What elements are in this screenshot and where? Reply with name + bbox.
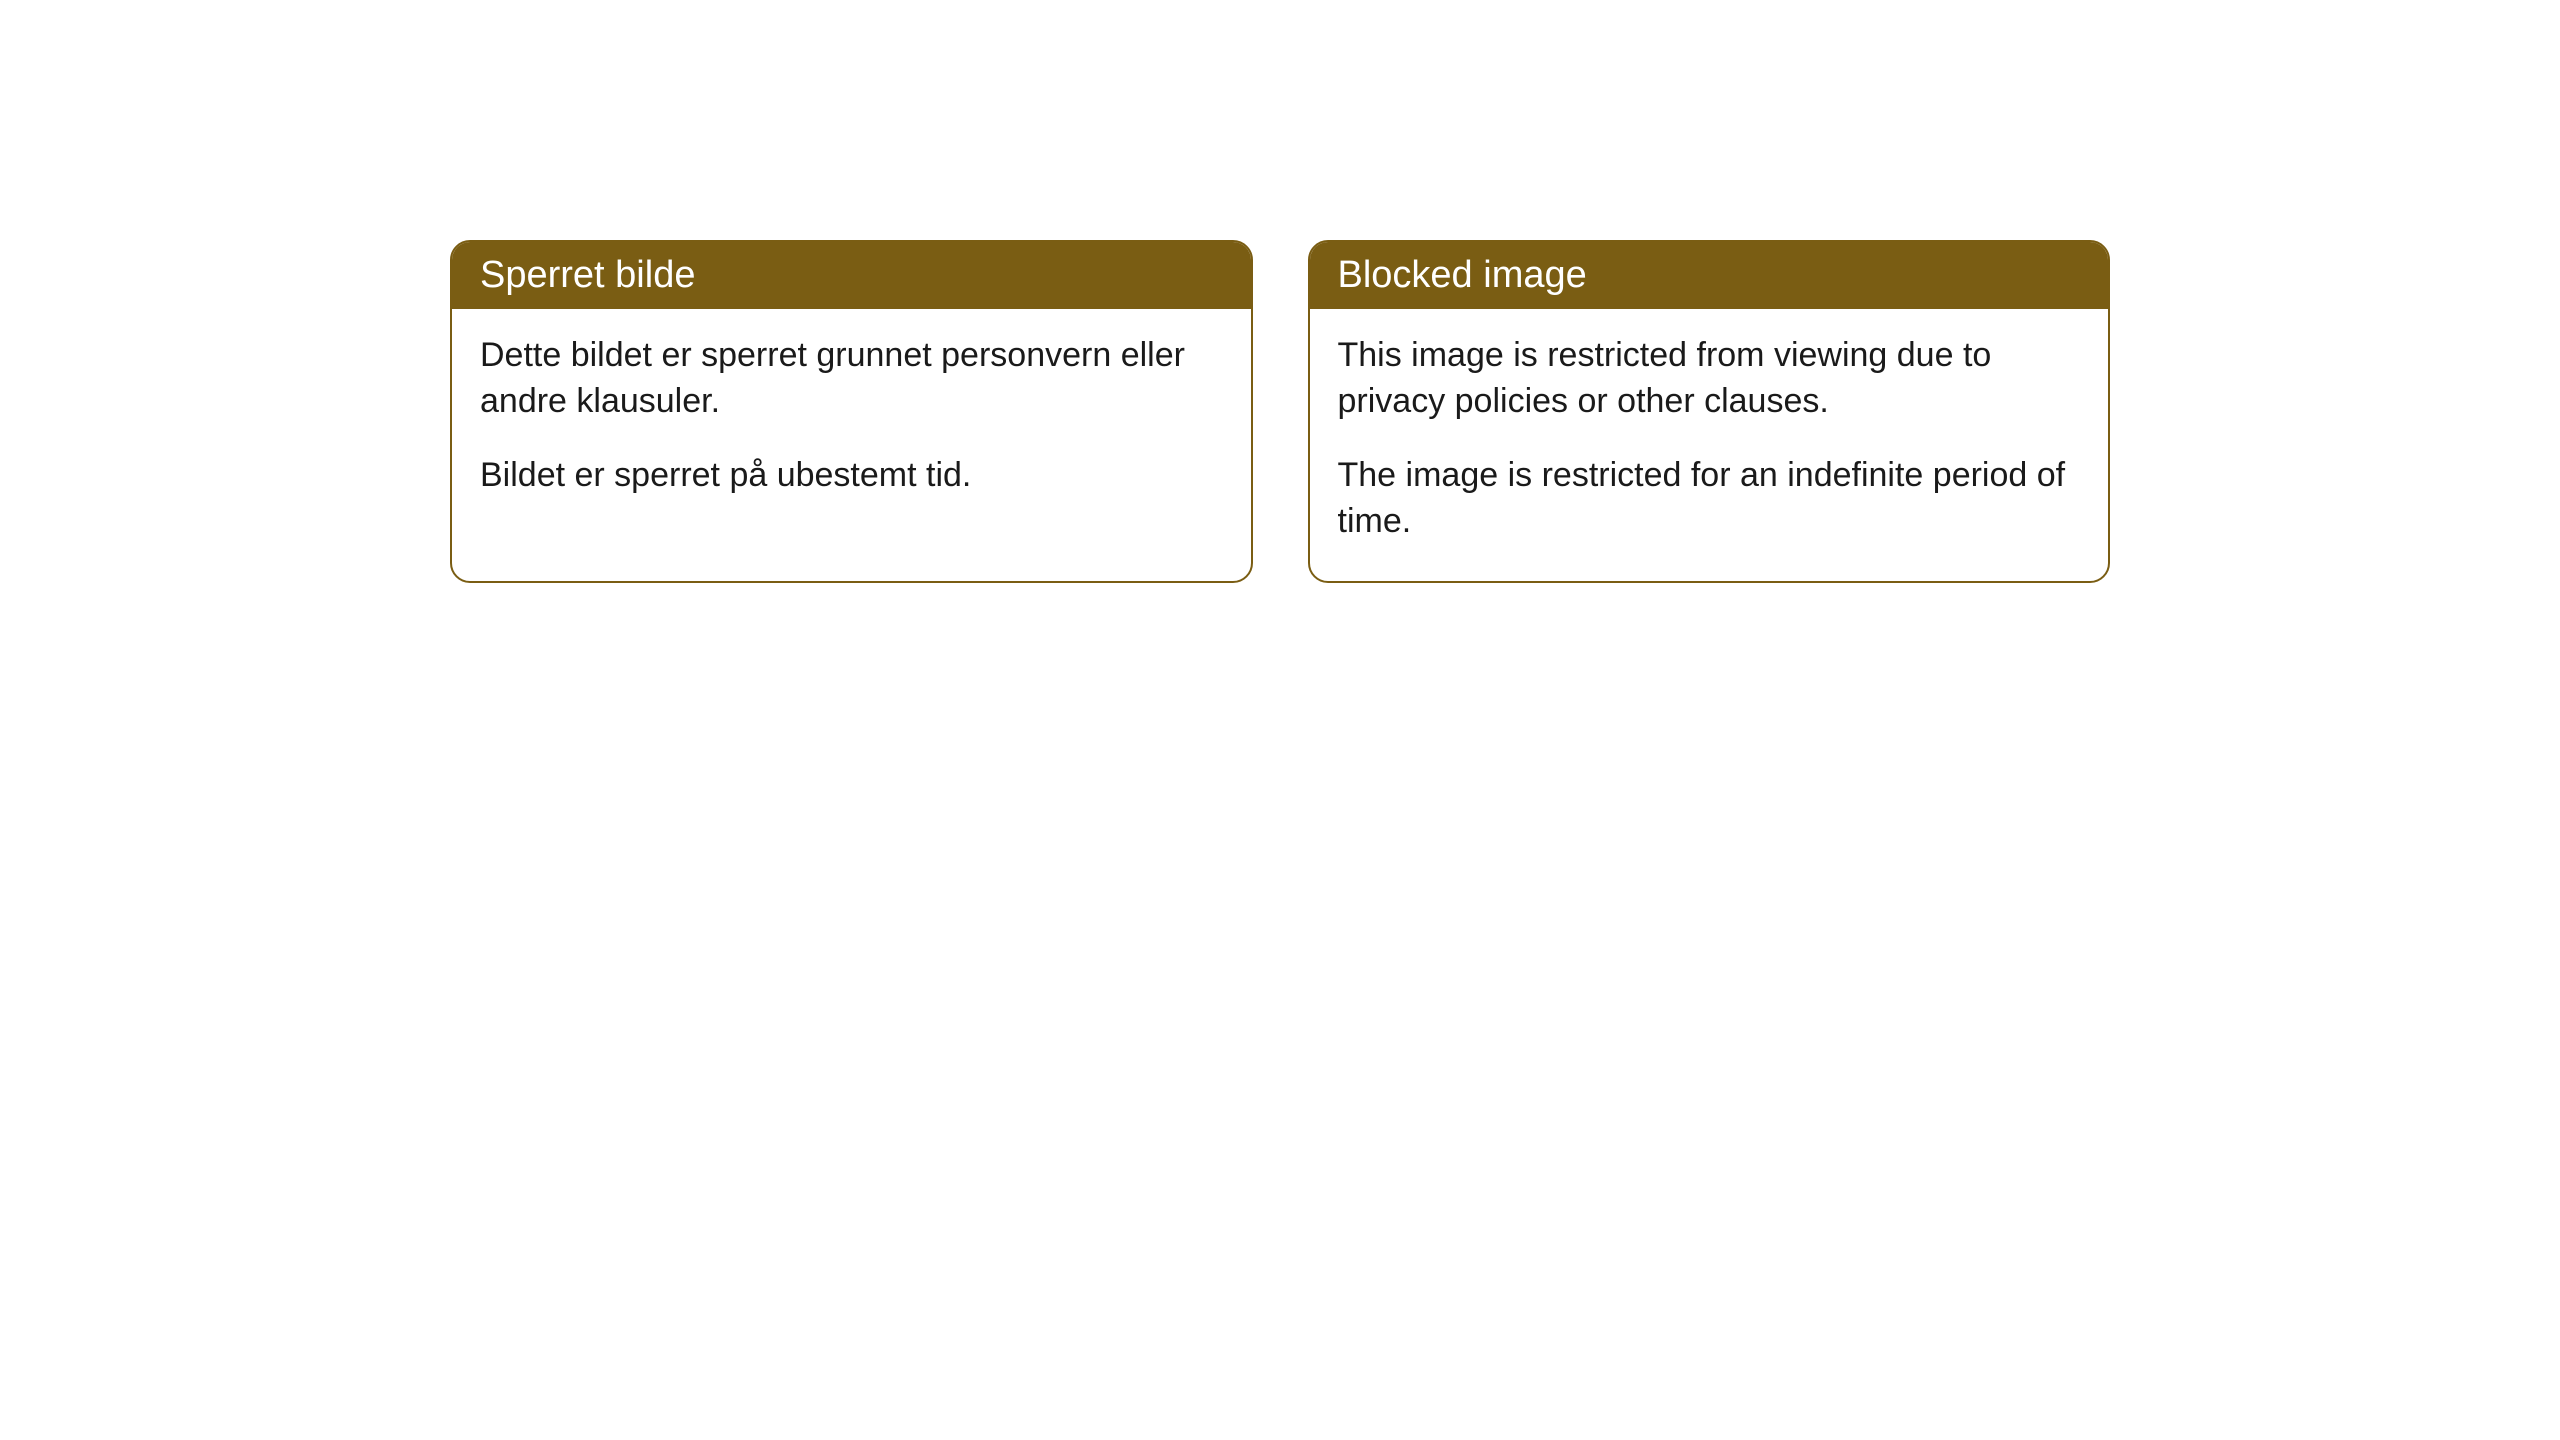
card-title: Sperret bilde [480, 254, 695, 296]
card-paragraph-2: Bildet er sperret på ubestemt tid. [480, 453, 1223, 499]
card-body-norwegian: Dette bildet er sperret grunnet personve… [452, 309, 1251, 535]
card-paragraph-2: The image is restricted for an indefinit… [1338, 453, 2081, 545]
card-header-norwegian: Sperret bilde [452, 242, 1251, 309]
card-paragraph-1: Dette bildet er sperret grunnet personve… [480, 333, 1223, 425]
cards-container: Sperret bilde Dette bildet er sperret gr… [450, 240, 2110, 583]
card-paragraph-1: This image is restricted from viewing du… [1338, 333, 2081, 425]
card-header-english: Blocked image [1310, 242, 2109, 309]
card-body-english: This image is restricted from viewing du… [1310, 309, 2109, 581]
blocked-image-card-english: Blocked image This image is restricted f… [1308, 240, 2111, 583]
blocked-image-card-norwegian: Sperret bilde Dette bildet er sperret gr… [450, 240, 1253, 583]
card-title: Blocked image [1338, 254, 1587, 296]
